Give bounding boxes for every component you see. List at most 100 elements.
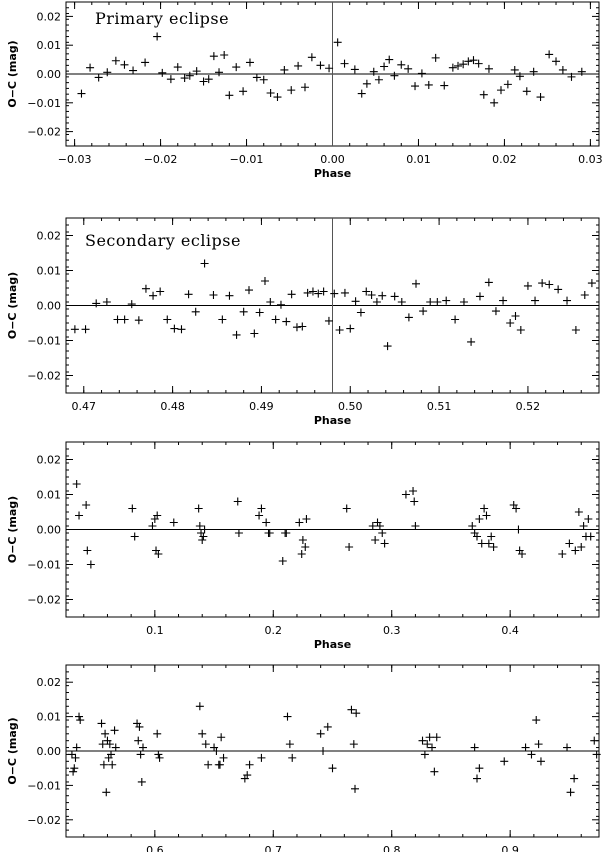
- y-axis-label: O−C (mag): [6, 717, 19, 784]
- data-point: [137, 777, 146, 786]
- x-tick-label: 0.47: [72, 400, 97, 413]
- y-axis-label: O−C (mag): [6, 272, 19, 339]
- data-point: [351, 784, 360, 793]
- data-point: [385, 55, 394, 64]
- data-point: [271, 315, 280, 324]
- data-point: [301, 543, 310, 551]
- data-point: [199, 77, 208, 86]
- data-point: [154, 550, 163, 558]
- data-point: [198, 729, 207, 738]
- data-point: [166, 75, 175, 84]
- data-point: [191, 307, 200, 316]
- x-tick-label: 0.2: [265, 624, 283, 637]
- data-point: [110, 726, 119, 735]
- data-point: [518, 550, 527, 558]
- data-point: [558, 65, 567, 74]
- data-point: [200, 259, 209, 268]
- data-point: [545, 50, 554, 59]
- x-tick-label: 0.52: [516, 400, 541, 413]
- data-point: [70, 764, 79, 773]
- data-point: [482, 511, 491, 520]
- data-point: [545, 280, 554, 289]
- data-point: [531, 296, 540, 305]
- data-point: [136, 750, 145, 759]
- data-point: [195, 522, 204, 530]
- data-point: [352, 709, 361, 718]
- data-point: [94, 73, 103, 82]
- data-point: [69, 767, 78, 776]
- data-point: [86, 63, 95, 72]
- data-point: [470, 743, 479, 752]
- data-point: [70, 325, 79, 334]
- data-point: [340, 59, 349, 68]
- data-point: [250, 329, 259, 338]
- data-point: [480, 504, 489, 513]
- data-point: [120, 315, 129, 324]
- data-point: [108, 760, 117, 769]
- data-point: [127, 300, 136, 309]
- data-point: [380, 62, 389, 71]
- data-point: [378, 291, 387, 300]
- data-point: [257, 504, 266, 513]
- data-point: [500, 757, 509, 766]
- data-point: [323, 722, 332, 731]
- data-point: [474, 59, 483, 68]
- data-point: [156, 287, 165, 296]
- data-point: [177, 325, 186, 334]
- data-point: [260, 277, 269, 285]
- data-point: [390, 292, 399, 301]
- data-point: [423, 740, 432, 749]
- data-point: [107, 750, 116, 759]
- data-point: [149, 291, 158, 300]
- data-point: [534, 740, 543, 749]
- data-point: [135, 722, 144, 731]
- data-point: [587, 279, 596, 288]
- data-points: [72, 480, 595, 569]
- data-point: [239, 87, 248, 96]
- x-tick-label: 0.50: [338, 400, 363, 413]
- data-point: [257, 753, 266, 762]
- y-tick-label: 0.00: [37, 745, 62, 758]
- data-point: [467, 337, 476, 346]
- data-point: [451, 315, 460, 324]
- x-tick-label: 0.1: [146, 624, 164, 637]
- data-point: [404, 64, 413, 73]
- data-point: [477, 539, 486, 548]
- data-point: [180, 74, 189, 83]
- data-point: [103, 68, 112, 77]
- data-point: [538, 279, 547, 288]
- data-point: [225, 291, 234, 300]
- data-point: [536, 93, 545, 102]
- data-point: [297, 550, 306, 558]
- data-point: [201, 740, 210, 749]
- data-point: [245, 58, 254, 67]
- y-tick-label: 0.00: [37, 300, 62, 313]
- data-point: [225, 91, 234, 100]
- data-point: [72, 743, 81, 752]
- data-point: [233, 497, 242, 506]
- data-point: [565, 539, 574, 548]
- data-point: [499, 296, 508, 305]
- data-point: [424, 80, 433, 89]
- data-point: [527, 750, 536, 759]
- data-point: [300, 83, 309, 92]
- data-point: [314, 289, 323, 298]
- data-point: [368, 522, 377, 530]
- data-point: [298, 322, 307, 331]
- data-point: [397, 298, 406, 306]
- data-point: [173, 63, 182, 72]
- data-point: [490, 98, 499, 107]
- data-point: [276, 300, 285, 309]
- data-point: [101, 729, 110, 738]
- y-tick-label: −0.01: [27, 779, 61, 792]
- data-point: [411, 522, 420, 530]
- data-point: [510, 65, 519, 74]
- data-point: [469, 56, 478, 65]
- data-point: [586, 532, 595, 541]
- data-point: [426, 298, 435, 306]
- data-point: [431, 53, 440, 62]
- data-point: [319, 287, 328, 296]
- data-point: [345, 543, 354, 551]
- data-point: [448, 63, 457, 72]
